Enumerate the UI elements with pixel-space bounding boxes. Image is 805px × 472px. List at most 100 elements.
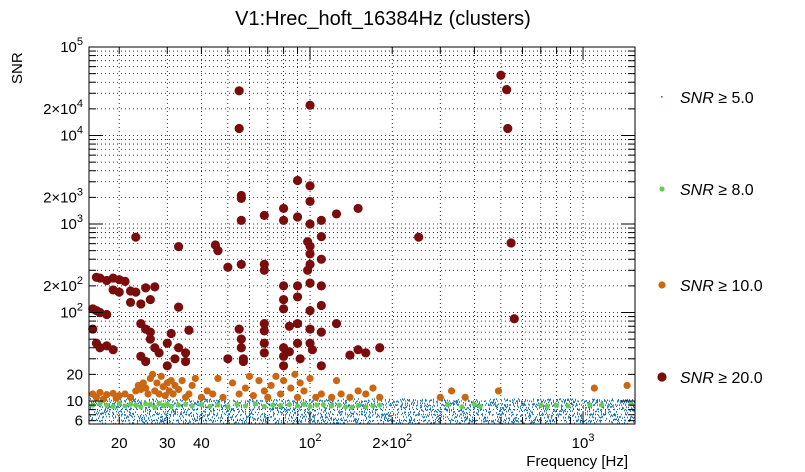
snr5-cluster-mark <box>543 407 544 410</box>
x-tick-label: 30 <box>159 435 176 452</box>
snr5-cluster-mark <box>154 403 155 405</box>
snr5-cluster-mark <box>369 414 370 416</box>
snr5-cluster-mark <box>547 408 548 411</box>
snr5-cluster-mark <box>326 398 327 401</box>
snr20-point <box>213 246 223 256</box>
snr5-cluster-mark <box>227 409 228 412</box>
snr5-cluster-mark <box>396 400 397 403</box>
snr5-cluster-mark <box>396 404 397 406</box>
snr5-cluster-mark <box>231 409 232 412</box>
snr5-cluster-mark <box>477 406 478 409</box>
snr5-cluster-mark <box>412 421 413 424</box>
snr5-cluster-mark <box>332 413 333 415</box>
snr5-cluster-mark <box>539 407 540 409</box>
snr5-cluster-mark <box>146 415 147 417</box>
snr5-cluster-mark <box>369 404 370 406</box>
snr5-cluster-mark <box>613 413 614 416</box>
snr5-cluster-mark <box>294 412 295 414</box>
snr5-cluster-mark <box>416 407 417 410</box>
snr5-cluster-mark <box>191 412 192 414</box>
snr20-point <box>180 348 191 358</box>
snr20-point <box>259 265 269 275</box>
snr10-point <box>296 379 304 387</box>
snr5-cluster-mark <box>510 408 511 411</box>
snr8-point <box>189 403 195 409</box>
snr5-cluster-mark <box>423 420 424 423</box>
snr5-cluster-mark <box>596 399 597 402</box>
snr20-point <box>145 334 155 344</box>
snr5-cluster-mark <box>311 411 312 414</box>
snr5-cluster-mark <box>430 407 431 410</box>
snr8-point <box>122 403 128 409</box>
snr5-cluster-mark <box>300 415 301 418</box>
snr5-cluster-mark <box>181 405 182 407</box>
snr5-cluster-mark <box>608 405 609 408</box>
legend-marker <box>658 281 666 289</box>
snr5-cluster-mark <box>594 398 595 401</box>
snr5-cluster-mark <box>436 400 437 403</box>
snr5-cluster-mark <box>565 410 566 413</box>
snr5-cluster-mark <box>465 416 466 418</box>
snr5-cluster-mark <box>522 404 523 406</box>
snr8-point <box>587 402 593 408</box>
snr5-cluster-mark <box>380 419 381 422</box>
snr5-cluster-mark <box>326 416 327 418</box>
snr5-cluster-mark <box>375 408 376 411</box>
snr5-cluster-mark <box>580 419 581 422</box>
snr5-cluster-mark <box>558 401 559 404</box>
snr5-cluster-mark <box>521 402 522 405</box>
snr5-cluster-mark <box>134 399 135 401</box>
snr5-cluster-mark <box>463 412 464 415</box>
snr5-cluster-mark <box>486 402 487 405</box>
snr5-cluster-mark <box>300 406 301 408</box>
snr20-point <box>141 356 151 367</box>
snr5-cluster-mark <box>356 421 357 424</box>
snr5-cluster-mark <box>342 407 343 409</box>
snr5-cluster-mark <box>612 405 613 407</box>
snr5-cluster-mark <box>98 417 99 420</box>
snr5-cluster-mark <box>455 416 456 418</box>
snr5-cluster-mark <box>617 400 618 403</box>
snr5-cluster-mark <box>306 401 307 403</box>
snr20-point <box>173 343 184 353</box>
snr5-cluster-mark <box>281 421 282 424</box>
snr5-cluster-mark <box>115 401 116 404</box>
snr5-cluster-mark <box>223 422 224 424</box>
snr20-point <box>278 281 289 291</box>
snr5-cluster-mark <box>604 400 605 403</box>
snr5-cluster-mark <box>159 422 160 424</box>
snr5-cluster-mark <box>488 411 489 414</box>
snr5-cluster-mark <box>591 420 592 422</box>
snr5-cluster-mark <box>574 422 575 424</box>
snr5-cluster-mark <box>354 406 355 408</box>
snr5-cluster-mark <box>124 400 125 402</box>
snr5-cluster-mark <box>221 416 222 418</box>
snr5-cluster-mark <box>362 413 363 416</box>
snr5-cluster-mark <box>397 413 398 415</box>
snr5-cluster-mark <box>139 419 140 422</box>
snr5-cluster-mark <box>603 406 604 408</box>
snr5-cluster-mark <box>264 412 265 415</box>
snr5-cluster-mark <box>409 418 410 421</box>
snr5-cluster-mark <box>411 418 412 420</box>
snr5-cluster-mark <box>212 416 213 418</box>
snr5-cluster-mark <box>102 406 103 409</box>
snr5-cluster-mark <box>588 401 589 404</box>
snr5-cluster-mark <box>361 411 362 413</box>
snr5-cluster-mark <box>361 408 362 411</box>
snr5-cluster-mark <box>403 399 404 401</box>
snr8-point <box>133 402 139 408</box>
snr5-cluster-mark <box>239 404 240 407</box>
snr5-cluster-mark <box>248 400 249 403</box>
snr5-cluster-mark <box>476 405 477 408</box>
snr5-cluster-mark <box>194 408 195 411</box>
snr5-cluster-mark <box>380 407 381 410</box>
snr5-cluster-mark <box>445 407 446 409</box>
snr5-cluster-mark <box>477 400 478 403</box>
snr5-cluster-mark <box>165 417 166 419</box>
snr5-cluster-mark <box>536 416 537 418</box>
snr5-cluster-mark <box>409 405 410 408</box>
snr5-cluster-mark <box>260 415 261 418</box>
snr5-cluster-mark <box>324 409 325 412</box>
snr5-cluster-mark <box>273 400 274 403</box>
